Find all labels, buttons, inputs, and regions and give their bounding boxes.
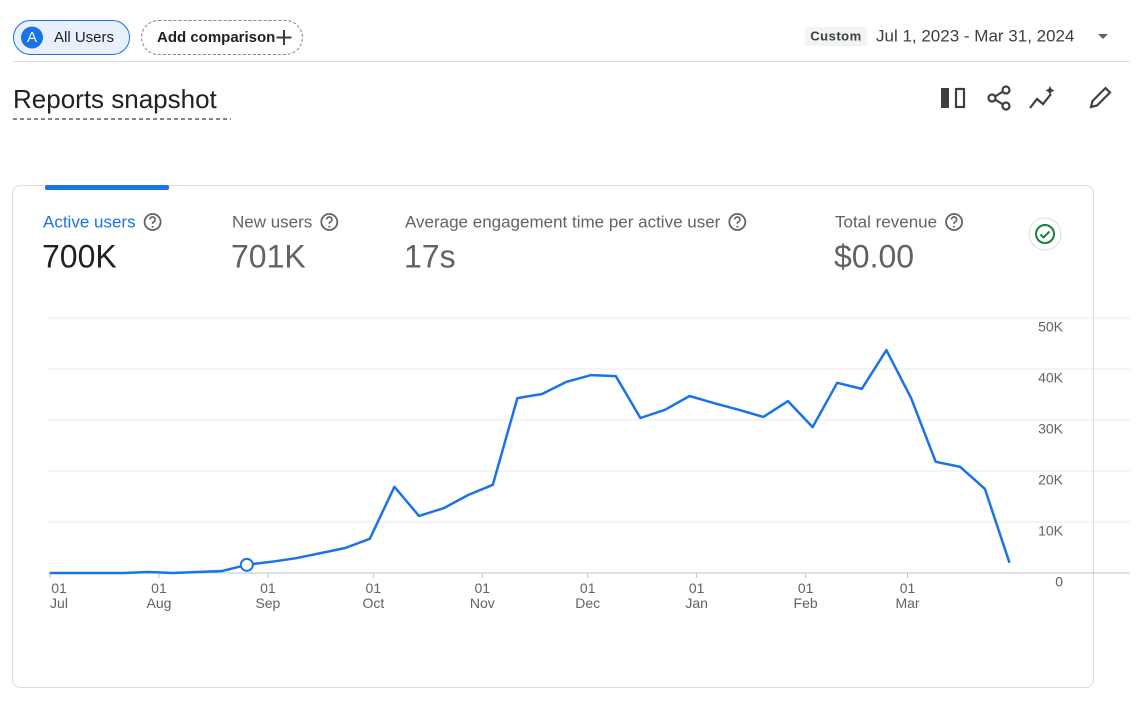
add-comparison[interactable]: Add comparison <box>141 20 303 55</box>
help-dot <box>151 225 154 228</box>
help-dot <box>736 225 739 228</box>
x-tick-label: 01 Jul <box>50 580 68 611</box>
x-tick-label: 01 Feb <box>794 580 818 611</box>
date-text: Jul 1, 2023 - Mar 31, 2024 <box>876 26 1074 45</box>
y-tick-label: 10K <box>1038 523 1064 539</box>
x-tick-label: 01 Mar <box>895 580 919 611</box>
share-dot <box>1001 85 1011 95</box>
metric-label: Total revenue <box>835 212 937 231</box>
help-dot <box>953 225 956 228</box>
pencil <box>1089 86 1112 109</box>
page-title: Reports snapshot <box>13 84 218 114</box>
x-tick-label: 01 Jan <box>685 580 708 611</box>
date-tag: Custom <box>810 28 861 43</box>
hover-marker <box>239 557 254 572</box>
help-dot <box>328 225 331 228</box>
metric[interactable]: New users 701K <box>231 212 339 274</box>
share-dot <box>1001 101 1011 111</box>
help-icon <box>320 213 339 231</box>
comparison-bg[interactable] <box>141 20 303 55</box>
y-tick-label: 50K <box>1038 319 1064 335</box>
y-tick-label: 0 <box>1055 574 1063 590</box>
status-icon <box>1028 217 1062 251</box>
metric-value: 700K <box>42 238 117 274</box>
metric[interactable]: Average engagement time per active user 1… <box>404 212 747 274</box>
segment-chip[interactable]: A All Users <box>13 20 130 55</box>
comparison-label: Add comparison <box>157 29 275 46</box>
metric-value: 17s <box>404 238 456 274</box>
metric[interactable]: Active users 700K <box>42 212 162 274</box>
y-tick-label: 30K <box>1038 421 1064 437</box>
metric-label: Average engagement time per active user <box>405 212 721 231</box>
help-mark <box>950 216 958 224</box>
status-check <box>1039 230 1051 239</box>
x-tick-label: 01 Dec <box>575 580 600 611</box>
date-range[interactable]: Custom Jul 1, 2023 - Mar 31, 2024 <box>805 26 1108 46</box>
share-icon[interactable] <box>987 85 1011 111</box>
help-mark <box>149 216 156 224</box>
help-icon <box>728 213 747 231</box>
insights-line <box>1029 93 1052 109</box>
metric-label: Active users <box>43 212 136 231</box>
share-dot <box>987 93 997 103</box>
edit-icon[interactable] <box>1089 86 1112 109</box>
y-tick-label: 20K <box>1038 472 1064 488</box>
help-icon <box>945 213 963 231</box>
status-circle <box>1035 224 1055 244</box>
metric-label: New users <box>232 212 312 231</box>
tag-bg <box>805 27 867 46</box>
x-tick-label: 01 Aug <box>146 580 171 611</box>
share-lines <box>994 90 1004 106</box>
chart: 0 10K 20K 30K 40K 50K 01 Jul 01 Aug 01 Sep 01 Oct 01 No… <box>48 317 1130 611</box>
active-tab-bar <box>45 185 169 190</box>
metric-value: $0.00 <box>834 238 914 274</box>
x-tick-label: 01 Oct <box>362 580 384 611</box>
help-mark <box>733 216 741 224</box>
x-tick-label: 01 Sep <box>255 580 280 611</box>
chip-badge <box>21 26 43 49</box>
badge-text: A <box>27 29 37 46</box>
insights-spark <box>1045 86 1055 95</box>
help-mark <box>325 216 333 224</box>
x-tick-label: 01 Nov <box>470 580 495 611</box>
metric-value: 701K <box>231 238 306 274</box>
card <box>12 185 1094 688</box>
chip-label: All Users <box>54 29 114 46</box>
metrics: Active users 700K New users 701K Average eng… <box>42 212 963 274</box>
plus-icon <box>276 30 292 45</box>
y-tick-label: 40K <box>1038 370 1064 386</box>
line <box>50 348 1011 575</box>
toolbar <box>941 85 1112 111</box>
insights-icon[interactable] <box>1029 86 1055 109</box>
dropdown-arrow[interactable] <box>1098 34 1108 39</box>
help-icon <box>143 213 162 231</box>
metric[interactable]: Total revenue $0.00 <box>834 212 963 274</box>
compare-left <box>941 88 949 108</box>
compare-icon[interactable] <box>941 87 966 109</box>
chip-bg[interactable] <box>13 20 130 55</box>
status-ring <box>1028 217 1062 251</box>
compare-right <box>954 87 966 109</box>
